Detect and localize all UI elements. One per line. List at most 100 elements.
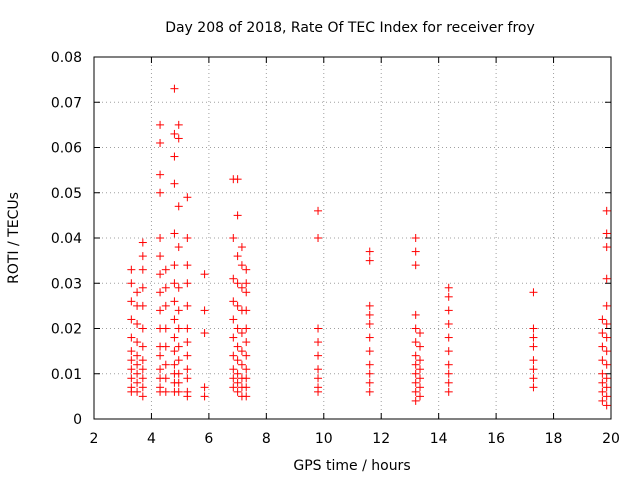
data-point <box>602 383 611 392</box>
data-point <box>156 188 165 197</box>
x-tick-label: 2 <box>90 431 99 447</box>
data-point <box>529 383 538 392</box>
data-point <box>444 292 453 301</box>
data-point <box>156 252 165 261</box>
data-point <box>170 152 179 161</box>
data-point <box>602 229 611 238</box>
data-point <box>411 261 420 270</box>
y-tick-label: 0 <box>73 412 82 428</box>
data-point <box>602 206 611 215</box>
data-point <box>411 234 420 242</box>
data-point <box>365 247 374 256</box>
x-tick-label: 6 <box>204 431 213 447</box>
data-point <box>411 396 420 405</box>
data-point <box>127 297 136 306</box>
data-point <box>444 360 453 369</box>
data-point <box>138 342 147 351</box>
y-tick-label: 0.08 <box>51 50 82 66</box>
data-point <box>602 347 611 356</box>
data-point <box>229 234 238 242</box>
x-tick-label: 20 <box>602 431 620 447</box>
data-point <box>242 306 251 315</box>
data-point <box>174 306 183 315</box>
x-tick-label: 12 <box>372 431 390 447</box>
data-point <box>411 338 420 347</box>
data-point <box>365 378 374 387</box>
y-tick-label: 0.04 <box>51 231 82 247</box>
y-tick-label: 0.01 <box>51 367 82 383</box>
data-point <box>444 306 453 315</box>
data-point <box>602 243 611 252</box>
data-point <box>314 365 323 374</box>
data-point <box>183 374 192 383</box>
data-point <box>237 360 246 369</box>
data-point <box>174 202 183 211</box>
data-point <box>314 234 323 242</box>
data-point <box>598 387 607 396</box>
x-axis-label: GPS time / hours <box>293 458 410 474</box>
data-point <box>365 360 374 369</box>
data-point <box>415 342 424 351</box>
data-point <box>242 351 251 360</box>
data-point <box>138 283 147 292</box>
data-point <box>138 374 147 383</box>
data-point <box>444 378 453 387</box>
data-point <box>598 342 607 351</box>
data-point <box>242 279 251 288</box>
data-point <box>242 374 251 383</box>
data-point <box>133 319 142 328</box>
data-point <box>156 365 165 374</box>
data-point <box>242 392 251 401</box>
data-point <box>200 270 209 279</box>
data-point <box>170 279 179 288</box>
data-point <box>229 315 238 324</box>
data-point <box>133 338 142 347</box>
data-point <box>411 310 420 319</box>
data-point <box>156 288 165 297</box>
data-point <box>411 351 420 360</box>
data-point <box>444 387 453 396</box>
data-point <box>237 329 246 338</box>
data-point <box>411 247 420 256</box>
data-point <box>415 392 424 401</box>
data-point <box>170 179 179 188</box>
data-point <box>233 342 242 351</box>
data-point <box>233 324 242 333</box>
x-tick-label: 4 <box>147 431 156 447</box>
grid-lines <box>94 57 611 419</box>
data-point <box>170 297 179 306</box>
data-point <box>183 279 192 288</box>
data-point <box>127 365 136 374</box>
data-point <box>229 383 238 392</box>
data-point <box>242 365 251 374</box>
data-point <box>529 374 538 383</box>
data-point <box>314 324 323 333</box>
y-tick-label: 0.06 <box>51 141 82 157</box>
data-point <box>602 301 611 310</box>
data-point <box>183 392 192 401</box>
data-point <box>444 283 453 292</box>
data-point <box>237 347 246 356</box>
data-point <box>161 324 170 333</box>
data-point <box>170 347 179 356</box>
data-point <box>444 369 453 378</box>
data-point <box>242 383 251 392</box>
data-point <box>156 306 165 315</box>
data-point <box>174 369 183 378</box>
data-point <box>411 360 420 369</box>
x-tick-label: 18 <box>545 431 563 447</box>
data-point <box>174 120 183 129</box>
data-point <box>200 329 209 338</box>
data-point <box>183 365 192 374</box>
data-point <box>365 310 374 319</box>
data-point <box>444 319 453 328</box>
data-points <box>127 84 611 410</box>
data-point <box>161 301 170 310</box>
data-point <box>183 193 192 202</box>
data-point <box>127 347 136 356</box>
data-point <box>233 356 242 365</box>
data-point <box>233 252 242 261</box>
data-point <box>444 347 453 356</box>
data-point <box>237 283 246 292</box>
